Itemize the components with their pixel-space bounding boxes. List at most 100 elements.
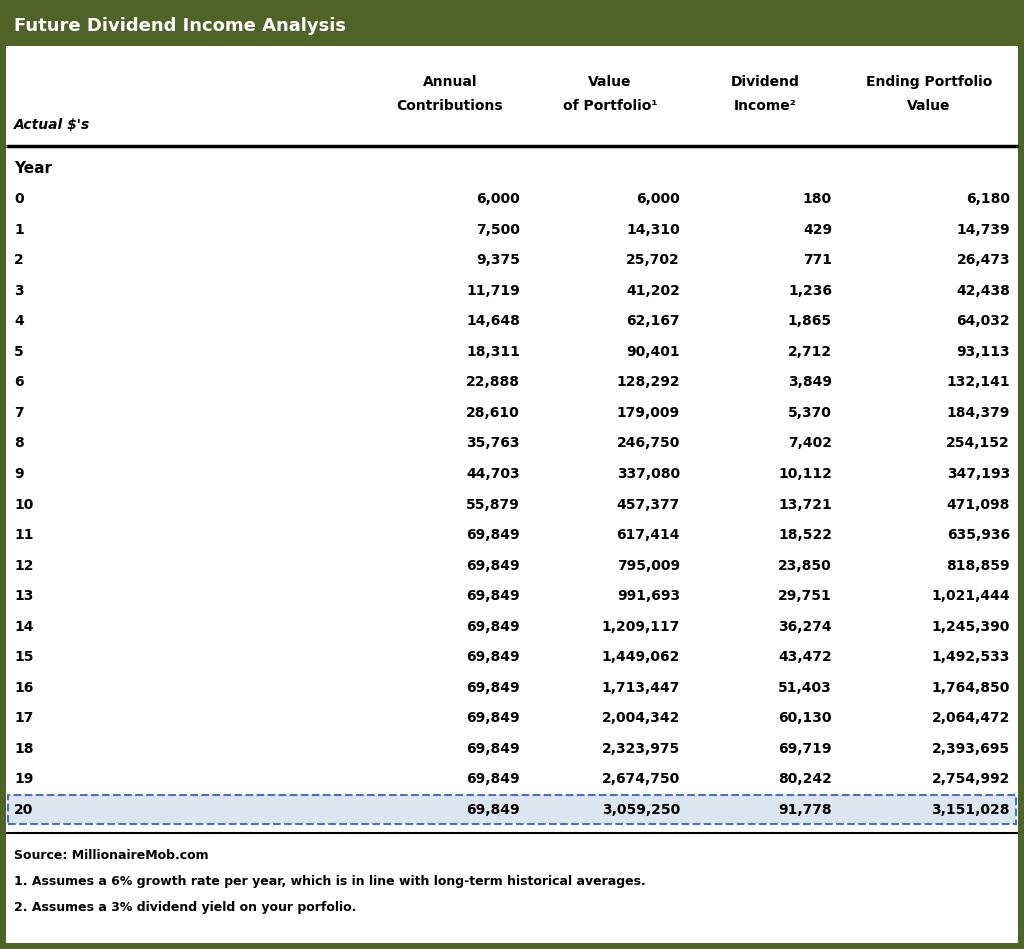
Text: 3: 3	[14, 284, 24, 298]
Text: 44,703: 44,703	[466, 467, 520, 481]
Text: 1,449,062: 1,449,062	[602, 650, 680, 664]
Text: 2,674,750: 2,674,750	[602, 772, 680, 786]
Text: 69,849: 69,849	[466, 772, 520, 786]
Text: 62,167: 62,167	[627, 314, 680, 328]
Text: 6: 6	[14, 376, 24, 389]
Text: 16: 16	[14, 680, 34, 695]
Text: 1,021,444: 1,021,444	[932, 589, 1010, 603]
Text: 64,032: 64,032	[956, 314, 1010, 328]
Text: 6,000: 6,000	[636, 193, 680, 206]
Text: 11: 11	[14, 528, 34, 542]
Text: 246,750: 246,750	[616, 437, 680, 451]
Text: 20: 20	[14, 803, 34, 817]
Text: 1. Assumes a 6% growth rate per year, which is in line with long-term historical: 1. Assumes a 6% growth rate per year, wh…	[14, 875, 646, 888]
Text: 18: 18	[14, 742, 34, 755]
Text: 41,202: 41,202	[626, 284, 680, 298]
Text: 2,004,342: 2,004,342	[602, 711, 680, 725]
Text: 457,377: 457,377	[616, 497, 680, 512]
Text: 69,849: 69,849	[466, 742, 520, 755]
Text: 23,850: 23,850	[778, 559, 831, 572]
Text: 128,292: 128,292	[616, 376, 680, 389]
Text: 43,472: 43,472	[778, 650, 831, 664]
Text: 254,152: 254,152	[946, 437, 1010, 451]
Text: 17: 17	[14, 711, 34, 725]
Text: 9: 9	[14, 467, 24, 481]
Text: 1,236: 1,236	[788, 284, 831, 298]
Text: 635,936: 635,936	[947, 528, 1010, 542]
Text: 14,648: 14,648	[466, 314, 520, 328]
Text: 18,522: 18,522	[778, 528, 831, 542]
Text: 29,751: 29,751	[778, 589, 831, 603]
Text: 471,098: 471,098	[946, 497, 1010, 512]
Text: 55,879: 55,879	[466, 497, 520, 512]
Text: 28,610: 28,610	[466, 406, 520, 419]
Text: 179,009: 179,009	[616, 406, 680, 419]
Text: 2,064,472: 2,064,472	[932, 711, 1010, 725]
Text: Value: Value	[588, 75, 632, 89]
Text: 42,438: 42,438	[956, 284, 1010, 298]
Text: 818,859: 818,859	[946, 559, 1010, 572]
Text: 69,849: 69,849	[466, 711, 520, 725]
Text: 7,500: 7,500	[476, 223, 520, 237]
Text: 9,375: 9,375	[476, 253, 520, 268]
Text: Value: Value	[907, 99, 950, 113]
Text: 132,141: 132,141	[946, 376, 1010, 389]
Text: 347,193: 347,193	[947, 467, 1010, 481]
Text: 35,763: 35,763	[467, 437, 520, 451]
Text: 1,764,850: 1,764,850	[932, 680, 1010, 695]
Text: 184,379: 184,379	[946, 406, 1010, 419]
Text: Year: Year	[14, 160, 52, 176]
Text: 1,865: 1,865	[787, 314, 831, 328]
Text: Contributions: Contributions	[396, 99, 504, 113]
Text: 1,713,447: 1,713,447	[602, 680, 680, 695]
Text: 11,719: 11,719	[466, 284, 520, 298]
Text: 60,130: 60,130	[778, 711, 831, 725]
Text: 4: 4	[14, 314, 24, 328]
Text: 51,403: 51,403	[778, 680, 831, 695]
Text: 1,492,533: 1,492,533	[932, 650, 1010, 664]
Text: 36,274: 36,274	[778, 620, 831, 634]
Text: 6,180: 6,180	[966, 193, 1010, 206]
Text: 10: 10	[14, 497, 34, 512]
Text: Actual $'s: Actual $'s	[14, 118, 90, 132]
Text: 0: 0	[14, 193, 24, 206]
Text: 1: 1	[14, 223, 24, 237]
Text: 90,401: 90,401	[627, 344, 680, 359]
Text: 25,702: 25,702	[627, 253, 680, 268]
Text: 429: 429	[803, 223, 831, 237]
Text: 13: 13	[14, 589, 34, 603]
Text: 13,721: 13,721	[778, 497, 831, 512]
Text: Future Dividend Income Analysis: Future Dividend Income Analysis	[14, 17, 346, 35]
Text: 14,739: 14,739	[956, 223, 1010, 237]
Text: 2,393,695: 2,393,695	[932, 742, 1010, 755]
Text: 69,849: 69,849	[466, 650, 520, 664]
Text: 5,370: 5,370	[788, 406, 831, 419]
Text: 5: 5	[14, 344, 24, 359]
Text: 69,849: 69,849	[466, 589, 520, 603]
Text: 26,473: 26,473	[956, 253, 1010, 268]
Text: 2,323,975: 2,323,975	[602, 742, 680, 755]
Text: 80,242: 80,242	[778, 772, 831, 786]
Text: 91,778: 91,778	[778, 803, 831, 817]
Text: 69,849: 69,849	[466, 620, 520, 634]
Text: Income²: Income²	[733, 99, 797, 113]
Text: Dividend: Dividend	[730, 75, 800, 89]
Text: 19: 19	[14, 772, 34, 786]
Text: 795,009: 795,009	[616, 559, 680, 572]
Text: Source: MillionaireMob.com: Source: MillionaireMob.com	[14, 849, 209, 862]
Text: 2,754,992: 2,754,992	[932, 772, 1010, 786]
Text: 337,080: 337,080	[616, 467, 680, 481]
Text: 69,719: 69,719	[778, 742, 831, 755]
Text: 2. Assumes a 3% dividend yield on your porfolio.: 2. Assumes a 3% dividend yield on your p…	[14, 901, 356, 914]
Text: 6,000: 6,000	[476, 193, 520, 206]
Text: 2,712: 2,712	[787, 344, 831, 359]
Text: 14: 14	[14, 620, 34, 634]
Text: 69,849: 69,849	[466, 803, 520, 817]
Text: 617,414: 617,414	[616, 528, 680, 542]
Text: 2: 2	[14, 253, 24, 268]
Bar	[8, 795, 1016, 824]
Text: Annual: Annual	[423, 75, 477, 89]
Text: 1,209,117: 1,209,117	[602, 620, 680, 634]
Text: 69,849: 69,849	[466, 528, 520, 542]
Text: 93,113: 93,113	[956, 344, 1010, 359]
